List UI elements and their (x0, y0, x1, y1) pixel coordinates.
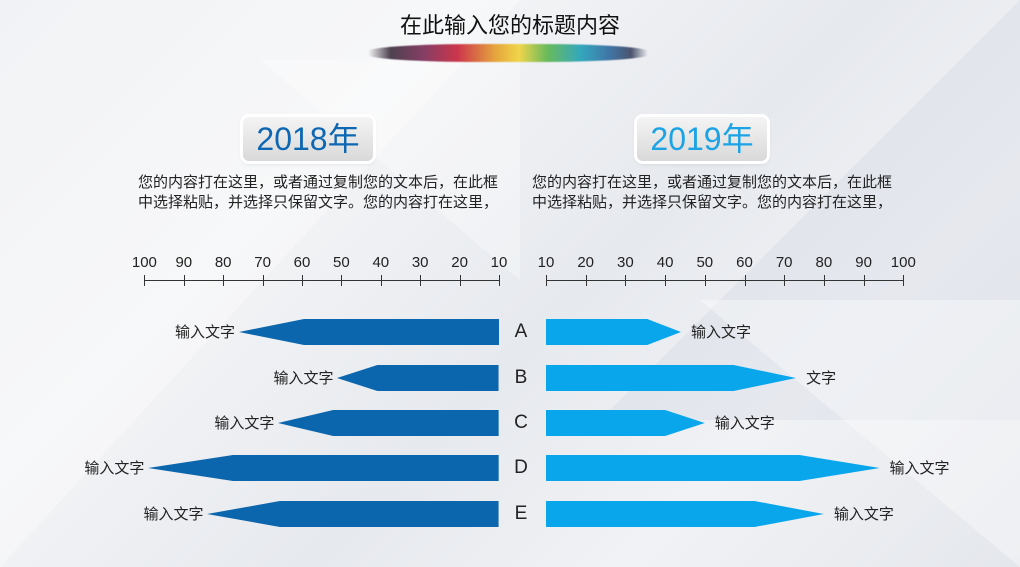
bar-value-label: 输入文字 (833, 505, 894, 523)
axis-tick-label: 100 (131, 254, 157, 271)
axis-tick-mark (380, 275, 382, 286)
axis-tick-label: 70 (254, 254, 271, 271)
axis-left: 100 90 80 70 60 50 40 30 20 10 (132, 254, 507, 288)
axis-tick-label: 100 (890, 254, 916, 271)
bar-value-label: 输入文字 (889, 459, 950, 477)
category-label: B (514, 367, 528, 388)
year-badge-2018: 2018年 (243, 117, 373, 161)
axis-tick-mark (744, 275, 746, 286)
axis-tick-mark (262, 275, 264, 286)
axis-tick-mark (863, 275, 865, 286)
bar-2019-d (546, 455, 880, 481)
axis-tick-label: 10 (537, 254, 555, 271)
axis-tick-mark (302, 275, 303, 286)
bar-2018-e (207, 501, 499, 527)
axis-tick-mark (665, 275, 667, 286)
axis-tick-mark (704, 275, 706, 286)
axis-tick-mark (223, 275, 225, 286)
bar-2019-e (546, 501, 824, 527)
bar-value-label: 输入文字 (690, 323, 751, 341)
title-brush-stroke-decoration (368, 44, 648, 62)
axis-tick-mark (459, 275, 461, 286)
bar-value-label: 输入文字 (273, 369, 334, 387)
axis-tick-label: 50 (333, 254, 350, 271)
axis-line (144, 280, 500, 281)
axis-tick-mark (903, 275, 905, 286)
year-badge-2019: 2019年 (637, 117, 767, 161)
axis-tick-mark (585, 275, 587, 286)
bar-value-label: 输入文字 (714, 414, 775, 432)
axis-tick-mark (823, 275, 825, 286)
axis-tick-label: 50 (696, 254, 714, 271)
category-label: E (514, 503, 528, 524)
axis-tick-label: 40 (656, 254, 674, 271)
bar-2018-a (238, 319, 499, 345)
axis-tick-label: 20 (577, 254, 595, 271)
bar-2018-c (278, 410, 499, 436)
page-title: 在此输入您的标题内容 (399, 14, 620, 39)
description-2018: 您的内容打在这里，或者通过复制您的文本后，在此框中选择粘贴，并选择只保留文字。您… (138, 173, 499, 211)
background-facet (260, 60, 520, 280)
bar-value-label: 输入文字 (214, 414, 275, 432)
axis-tick-label: 30 (617, 254, 634, 271)
axis-tick-label: 30 (411, 254, 429, 271)
bar-value-label: 输入文字 (174, 323, 235, 341)
category-label: A (514, 321, 528, 342)
axis-tick-mark (625, 275, 627, 286)
axis-tick-label: 80 (815, 254, 833, 271)
bar-2019-c (546, 410, 705, 436)
bar-2018-b (337, 365, 499, 391)
axis-tick-mark (784, 275, 786, 286)
axis-tick-label: 60 (736, 254, 753, 271)
category-label: C (514, 412, 528, 433)
axis-tick-label: 90 (175, 254, 193, 271)
axis-tick-mark (499, 275, 500, 286)
axis-tick-label: 20 (451, 254, 468, 271)
axis-right: 10 20 30 40 50 60 70 80 90 100 (538, 254, 916, 288)
description-2019: 您的内容打在这里，或者通过复制您的文本后，在此框中选择粘贴，并选择只保留文字。您… (532, 173, 893, 211)
bar-2018-d (148, 455, 499, 481)
bar-2019-b (546, 365, 797, 391)
axis-tick-mark (341, 275, 343, 286)
axis-tick-mark (144, 275, 146, 286)
bar-value-label: 文字 (806, 369, 837, 387)
axis-line (546, 280, 903, 281)
bar-2019-a (546, 319, 681, 345)
axis-tick-label: 80 (214, 254, 232, 271)
axis-tick-mark (183, 275, 185, 286)
axis-tick-label: 60 (293, 254, 311, 271)
bar-value-label: 输入文字 (143, 505, 204, 523)
axis-tick-label: 90 (855, 254, 872, 271)
axis-tick-label: 40 (372, 254, 390, 271)
axis-tick-label: 70 (775, 254, 793, 271)
axis-tick-mark (420, 275, 422, 286)
axis-tick-mark (546, 275, 547, 286)
axis-tick-label: 10 (490, 254, 508, 271)
category-label: D (514, 457, 528, 478)
bar-value-label: 输入文字 (84, 459, 145, 477)
